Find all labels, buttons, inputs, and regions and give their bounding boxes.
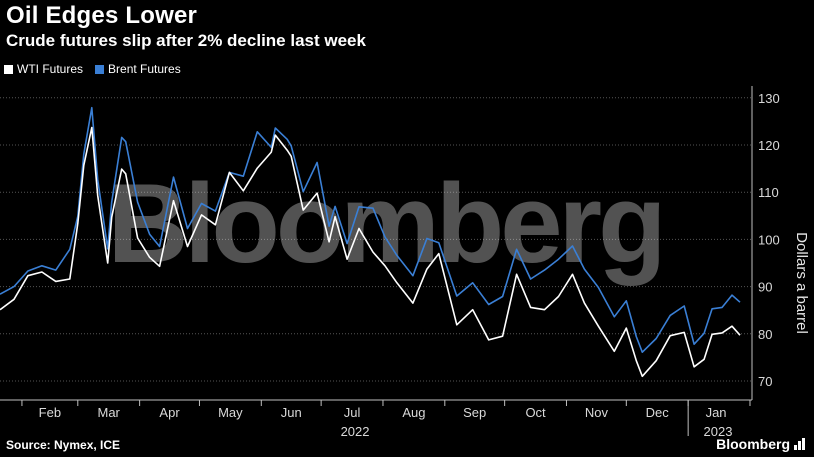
- legend-swatch-brent: [95, 64, 105, 74]
- chart-title: Oil Edges Lower: [6, 2, 198, 29]
- y-tick-label: 100: [758, 232, 780, 247]
- x-tick-label: Nov: [585, 405, 609, 420]
- y-tick-label: 130: [758, 91, 780, 106]
- legend-item-brent: Brent Futures: [95, 62, 181, 76]
- y-tick-label: 110: [758, 185, 779, 200]
- x-tick-label: Jul: [344, 405, 361, 420]
- x-year-label: 2023: [704, 424, 733, 439]
- x-tick-label: Feb: [39, 405, 61, 420]
- x-year-label: 2022: [341, 424, 370, 439]
- brand-name: Bloomberg: [716, 436, 790, 452]
- y-tick-label: 90: [758, 280, 772, 295]
- y-axis-label: Dollars a barrel: [793, 232, 810, 334]
- series-layer: [0, 106, 741, 378]
- x-tick-label: Aug: [402, 405, 425, 420]
- legend-swatch-wti: [4, 64, 13, 74]
- bar-chart-icon: [794, 438, 806, 450]
- y-tick-label: 80: [758, 327, 772, 342]
- chart-subtitle: Crude futures slip after 2% decline last…: [6, 31, 366, 50]
- watermark-text: Bloomberg: [107, 161, 662, 286]
- source-note: Source: Nymex, ICE: [6, 438, 121, 452]
- legend: WTI Futures Brent Futures: [4, 62, 181, 76]
- series-line-wti: [0, 126, 741, 378]
- legend-item-wti: WTI Futures: [4, 62, 83, 76]
- x-tick-label: Oct: [525, 405, 546, 420]
- x-tick-label: Mar: [98, 405, 121, 420]
- legend-label-brent: Brent Futures: [108, 62, 181, 76]
- x-tick-label: Sep: [463, 405, 486, 420]
- x-tick-label: Jan: [706, 405, 727, 420]
- x-tick-label: Dec: [646, 405, 670, 420]
- y-tick-label: 120: [758, 138, 780, 153]
- axes: 70 80 90 100 110 120 130 Feb Mar Apr May Jun Jul Aug S…: [0, 86, 780, 439]
- x-tick-label: May: [218, 405, 243, 420]
- brand-logo: Bloomberg: [716, 436, 806, 452]
- legend-label-wti: WTI Futures: [17, 62, 84, 76]
- x-tick-label: Jun: [281, 405, 302, 420]
- x-tick-label: Apr: [159, 405, 180, 420]
- series-line-brent: [0, 106, 741, 354]
- y-tick-label: 70: [758, 374, 772, 389]
